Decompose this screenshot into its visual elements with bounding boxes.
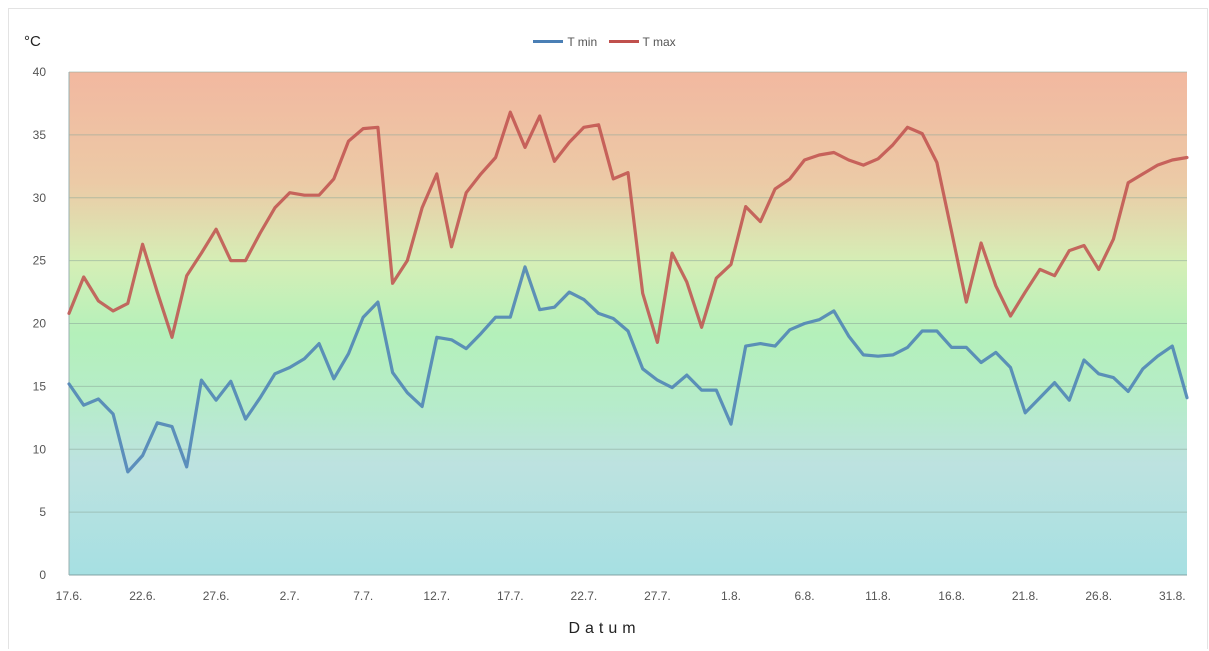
legend-item-tmax: T max xyxy=(608,34,676,49)
y-tick-label: 0 xyxy=(39,568,46,582)
x-tick-label: 27.7. xyxy=(644,589,671,603)
x-tick-label: 16.8. xyxy=(938,589,965,603)
x-tick-label: 26.8. xyxy=(1085,589,1112,603)
x-axis-title: Datum xyxy=(568,620,641,637)
x-axis-ticks: 17.6. 22.6. 27.6. 2.7. 7.7. 12.7. 17.7. 22.7. 27… xyxy=(56,589,1186,603)
x-tick-label: 27.6. xyxy=(203,589,230,603)
x-tick-label: 12.7. xyxy=(423,589,450,603)
x-tick-label: 11.8. xyxy=(865,589,891,603)
x-tick-label: 22.7. xyxy=(571,589,598,603)
y-tick-label: 40 xyxy=(33,65,47,79)
y-tick-label: 10 xyxy=(33,442,47,456)
x-tick-label: 17.7. xyxy=(497,589,524,603)
y-unit-label: °C xyxy=(24,33,41,50)
x-tick-label: 6.8. xyxy=(795,589,815,603)
chart-frame xyxy=(8,8,1208,649)
y-tick-label: 20 xyxy=(33,317,47,331)
x-tick-label: 31.8. xyxy=(1159,589,1186,603)
x-tick-label: 2.7. xyxy=(280,589,300,603)
legend-label-tmin: T min xyxy=(567,34,598,49)
x-tick-label: 1.8. xyxy=(721,589,741,603)
y-tick-label: 5 xyxy=(39,505,46,519)
x-tick-label: 21.8. xyxy=(1012,589,1039,603)
legend-swatch-tmax xyxy=(608,40,639,43)
y-tick-label: 25 xyxy=(33,254,47,268)
x-tick-label: 22.6. xyxy=(129,589,156,603)
y-tick-label: 15 xyxy=(33,379,47,393)
legend-item-tmin: T min xyxy=(533,35,597,49)
legend: T min T max xyxy=(0,32,1209,49)
legend-label-tmax: T max xyxy=(642,34,676,49)
series-line-tmin xyxy=(67,265,1189,474)
y-tick-label: 30 xyxy=(33,191,47,205)
y-axis-ticks: 0 5 10 15 20 25 30 35 40 xyxy=(33,65,47,582)
legend-swatch-tmin xyxy=(533,40,564,43)
series-lines xyxy=(67,110,1189,474)
x-tick-label: 7.7. xyxy=(353,589,373,603)
x-tick-label: 17.6. xyxy=(56,589,83,603)
y-tick-label: 35 xyxy=(33,128,47,142)
gridlines xyxy=(68,71,1187,576)
